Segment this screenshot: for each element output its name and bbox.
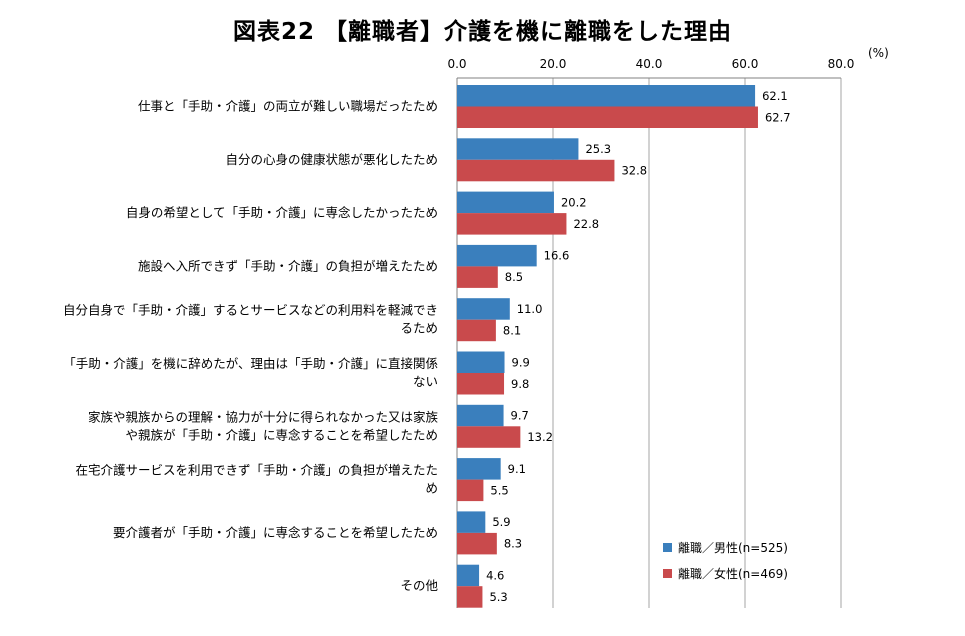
value-label: 22.8	[573, 217, 599, 231]
category-label: 要介護者が「手助・介護」に専念することを希望したため	[113, 525, 438, 540]
bar	[457, 426, 521, 448]
legend-label: 離職／男性(n=525)	[678, 541, 788, 555]
bar	[457, 479, 484, 502]
value-label: 11.0	[517, 302, 543, 316]
value-label: 9.1	[508, 462, 526, 476]
bar	[457, 106, 758, 128]
x-tick-label: 0.0	[447, 57, 466, 71]
category-label: るため	[400, 321, 438, 336]
value-label: 32.8	[621, 164, 647, 178]
bar	[457, 511, 486, 533]
value-label: 5.5	[490, 483, 508, 497]
value-label: 4.6	[486, 568, 504, 582]
value-label: 25.3	[585, 142, 611, 156]
bar	[457, 319, 496, 342]
value-label: 8.3	[504, 537, 522, 551]
bar	[457, 213, 567, 235]
category-label: 在宅介護サービスを利用できず「手助・介護」の負担が増えたた	[75, 463, 438, 478]
bar	[457, 138, 579, 160]
x-tick-label: 20.0	[540, 57, 567, 71]
value-label: 8.5	[505, 270, 523, 284]
value-label: 62.1	[762, 89, 788, 103]
value-label: 20.2	[561, 195, 587, 209]
bar	[457, 244, 537, 267]
category-label: 施設へ入所できず「手助・介護」の負担が増えたため	[138, 258, 438, 273]
x-tick-label: 40.0	[636, 57, 663, 71]
value-label: 13.2	[527, 430, 553, 444]
value-label: 62.7	[765, 110, 791, 124]
bar	[457, 586, 483, 608]
category-label: 自分の心身の健康状態が悪化したため	[225, 152, 438, 167]
value-label: 5.3	[489, 590, 507, 604]
category-label: 家族や親族からの理解・協力が十分に得られなかった又は家族	[88, 409, 439, 424]
category-label: め	[425, 481, 438, 496]
bar	[457, 85, 756, 107]
bar	[457, 532, 497, 555]
category-label: その他	[400, 578, 438, 593]
bar	[457, 404, 504, 427]
category-label: や親族が「手助・介護」に専念することを希望したため	[125, 427, 438, 442]
x-tick-label: 80.0	[828, 57, 855, 71]
legend-swatch	[663, 543, 672, 552]
unit-label: (%)	[868, 46, 889, 60]
bar	[457, 191, 554, 214]
category-label: 自分自身で「手助・介護」するとサービスなどの利用料を軽減でき	[63, 303, 438, 318]
bar	[457, 351, 505, 373]
bar	[457, 159, 615, 182]
bar	[457, 298, 510, 320]
value-label: 5.9	[492, 515, 510, 529]
legend-label: 離職／女性(n=469)	[678, 566, 788, 581]
category-label: 仕事と「手助・介護」の両立が難しい職場だったため	[138, 99, 438, 114]
value-label: 9.7	[511, 409, 529, 423]
value-label: 9.9	[512, 355, 530, 369]
bar	[457, 458, 501, 480]
bar	[457, 564, 480, 587]
category-label: ない	[413, 374, 438, 389]
bar	[457, 373, 505, 395]
bar	[457, 266, 498, 288]
value-label: 8.1	[503, 323, 521, 337]
value-label: 16.6	[544, 249, 570, 263]
chart-title: 図表22 【離職者】介護を機に離職をした理由	[232, 19, 732, 45]
category-label: 「手助・介護」を機に辞めたが、理由は「手助・介護」に直接関係	[63, 356, 438, 371]
value-label: 9.8	[511, 377, 529, 391]
category-label: 自身の希望として「手助・介護」に専念したかったため	[126, 205, 438, 220]
legend-swatch	[663, 569, 672, 578]
x-tick-label: 60.0	[732, 57, 759, 71]
